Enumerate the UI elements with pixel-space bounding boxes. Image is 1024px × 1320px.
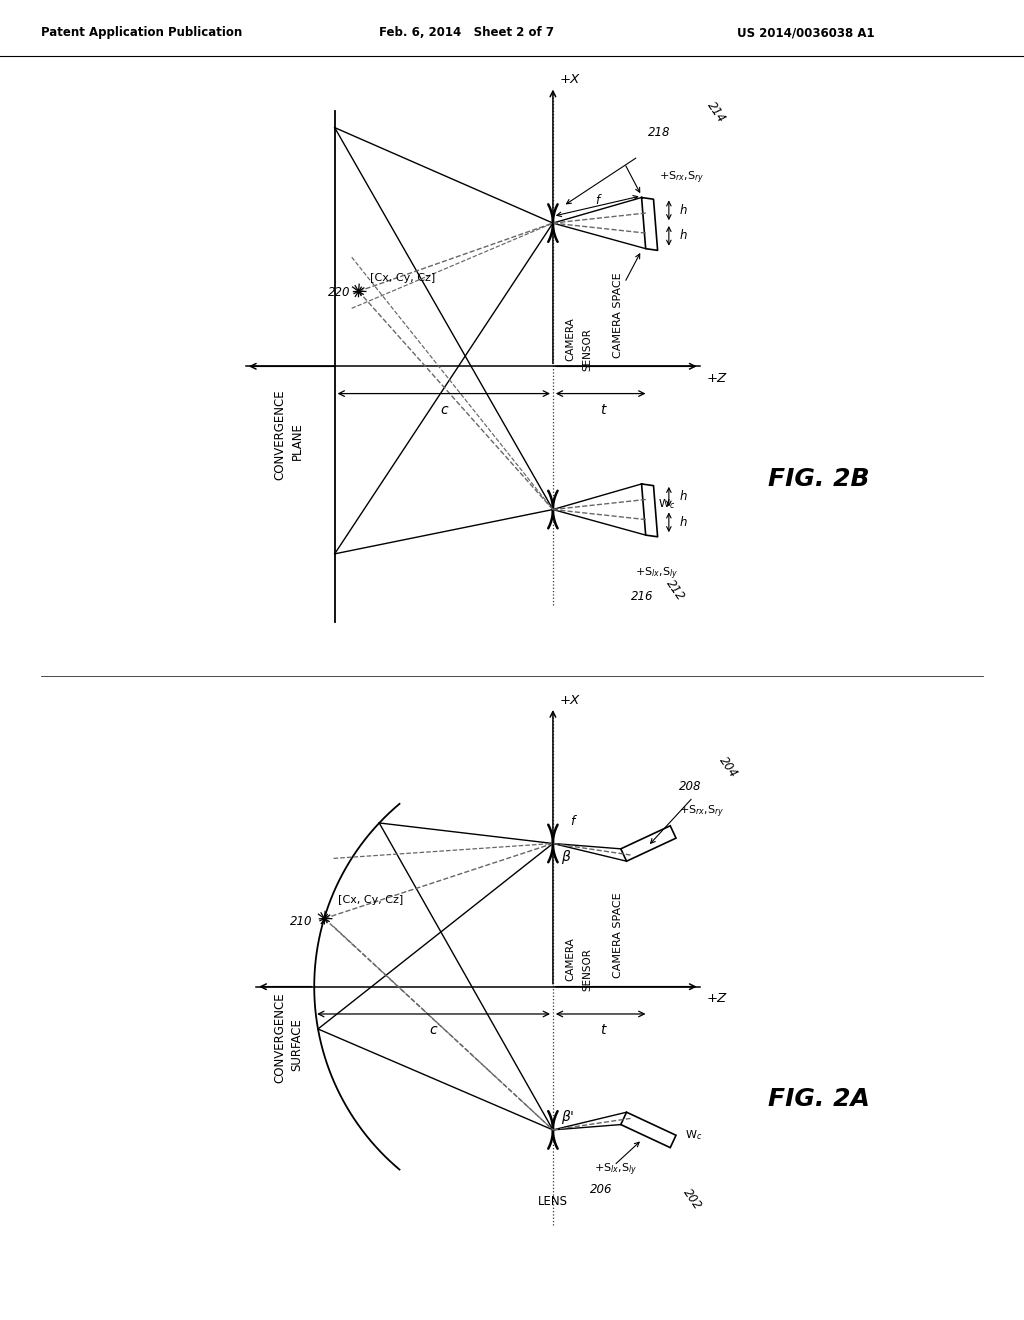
Text: +S$_{lx}$,S$_{ly}$: +S$_{lx}$,S$_{ly}$ — [594, 1162, 637, 1179]
Text: 206: 206 — [590, 1183, 612, 1196]
Text: +S$_{rx}$,S$_{ry}$: +S$_{rx}$,S$_{ry}$ — [679, 804, 725, 820]
Text: 212: 212 — [664, 577, 687, 603]
Text: W$_c$: W$_c$ — [685, 1129, 702, 1142]
Text: [Cx, Cy, Cz]: [Cx, Cy, Cz] — [371, 273, 436, 282]
Text: FIG. 2B: FIG. 2B — [768, 467, 869, 491]
Text: 208: 208 — [679, 780, 701, 793]
Text: CONVERGENCE: CONVERGENCE — [273, 389, 287, 479]
Text: LENS: LENS — [538, 1195, 568, 1208]
Text: t: t — [600, 1023, 605, 1038]
Text: $\beta$: $\beta$ — [561, 847, 571, 866]
Text: +S$_{rx}$,S$_{ry}$: +S$_{rx}$,S$_{ry}$ — [658, 170, 703, 186]
Text: [Cx, Cy, Cz]: [Cx, Cy, Cz] — [338, 895, 403, 906]
Text: +X: +X — [560, 694, 580, 706]
Text: f: f — [570, 814, 574, 828]
Text: 220: 220 — [328, 286, 350, 300]
Text: SENSOR: SENSOR — [582, 327, 592, 371]
Text: Patent Application Publication: Patent Application Publication — [41, 26, 243, 40]
Text: CAMERA SPACE: CAMERA SPACE — [612, 272, 623, 358]
Text: PLANE: PLANE — [291, 422, 304, 461]
Text: $\beta$': $\beta$' — [561, 1109, 574, 1126]
Text: h: h — [679, 230, 686, 243]
Text: 202: 202 — [681, 1187, 705, 1212]
Text: +Z: +Z — [707, 372, 727, 384]
Text: +Z: +Z — [707, 993, 727, 1005]
Text: c: c — [440, 403, 447, 417]
Text: f: f — [595, 194, 599, 207]
Text: CAMERA: CAMERA — [565, 317, 574, 360]
Text: c: c — [430, 1023, 437, 1038]
Text: 218: 218 — [648, 127, 671, 139]
Text: h: h — [679, 516, 686, 529]
Text: +S$_{lx}$,S$_{ly}$: +S$_{lx}$,S$_{ly}$ — [635, 565, 678, 582]
Text: h: h — [679, 203, 686, 216]
Text: US 2014/0036038 A1: US 2014/0036038 A1 — [737, 26, 874, 40]
Text: h: h — [679, 490, 686, 503]
Text: t: t — [600, 403, 605, 417]
Text: CAMERA: CAMERA — [565, 937, 574, 981]
Text: +X: +X — [560, 74, 580, 86]
Text: CONVERGENCE: CONVERGENCE — [273, 993, 287, 1084]
Text: 204: 204 — [717, 754, 740, 780]
Text: 210: 210 — [291, 915, 313, 928]
Text: FIG. 2A: FIG. 2A — [768, 1088, 869, 1111]
Text: SENSOR: SENSOR — [582, 948, 592, 991]
Text: CAMERA SPACE: CAMERA SPACE — [612, 892, 623, 978]
Text: Feb. 6, 2014   Sheet 2 of 7: Feb. 6, 2014 Sheet 2 of 7 — [379, 26, 554, 40]
Text: SURFACE: SURFACE — [291, 1018, 304, 1071]
Text: W$_c$: W$_c$ — [657, 498, 675, 511]
Text: 216: 216 — [632, 590, 654, 603]
Text: 214: 214 — [705, 99, 728, 125]
